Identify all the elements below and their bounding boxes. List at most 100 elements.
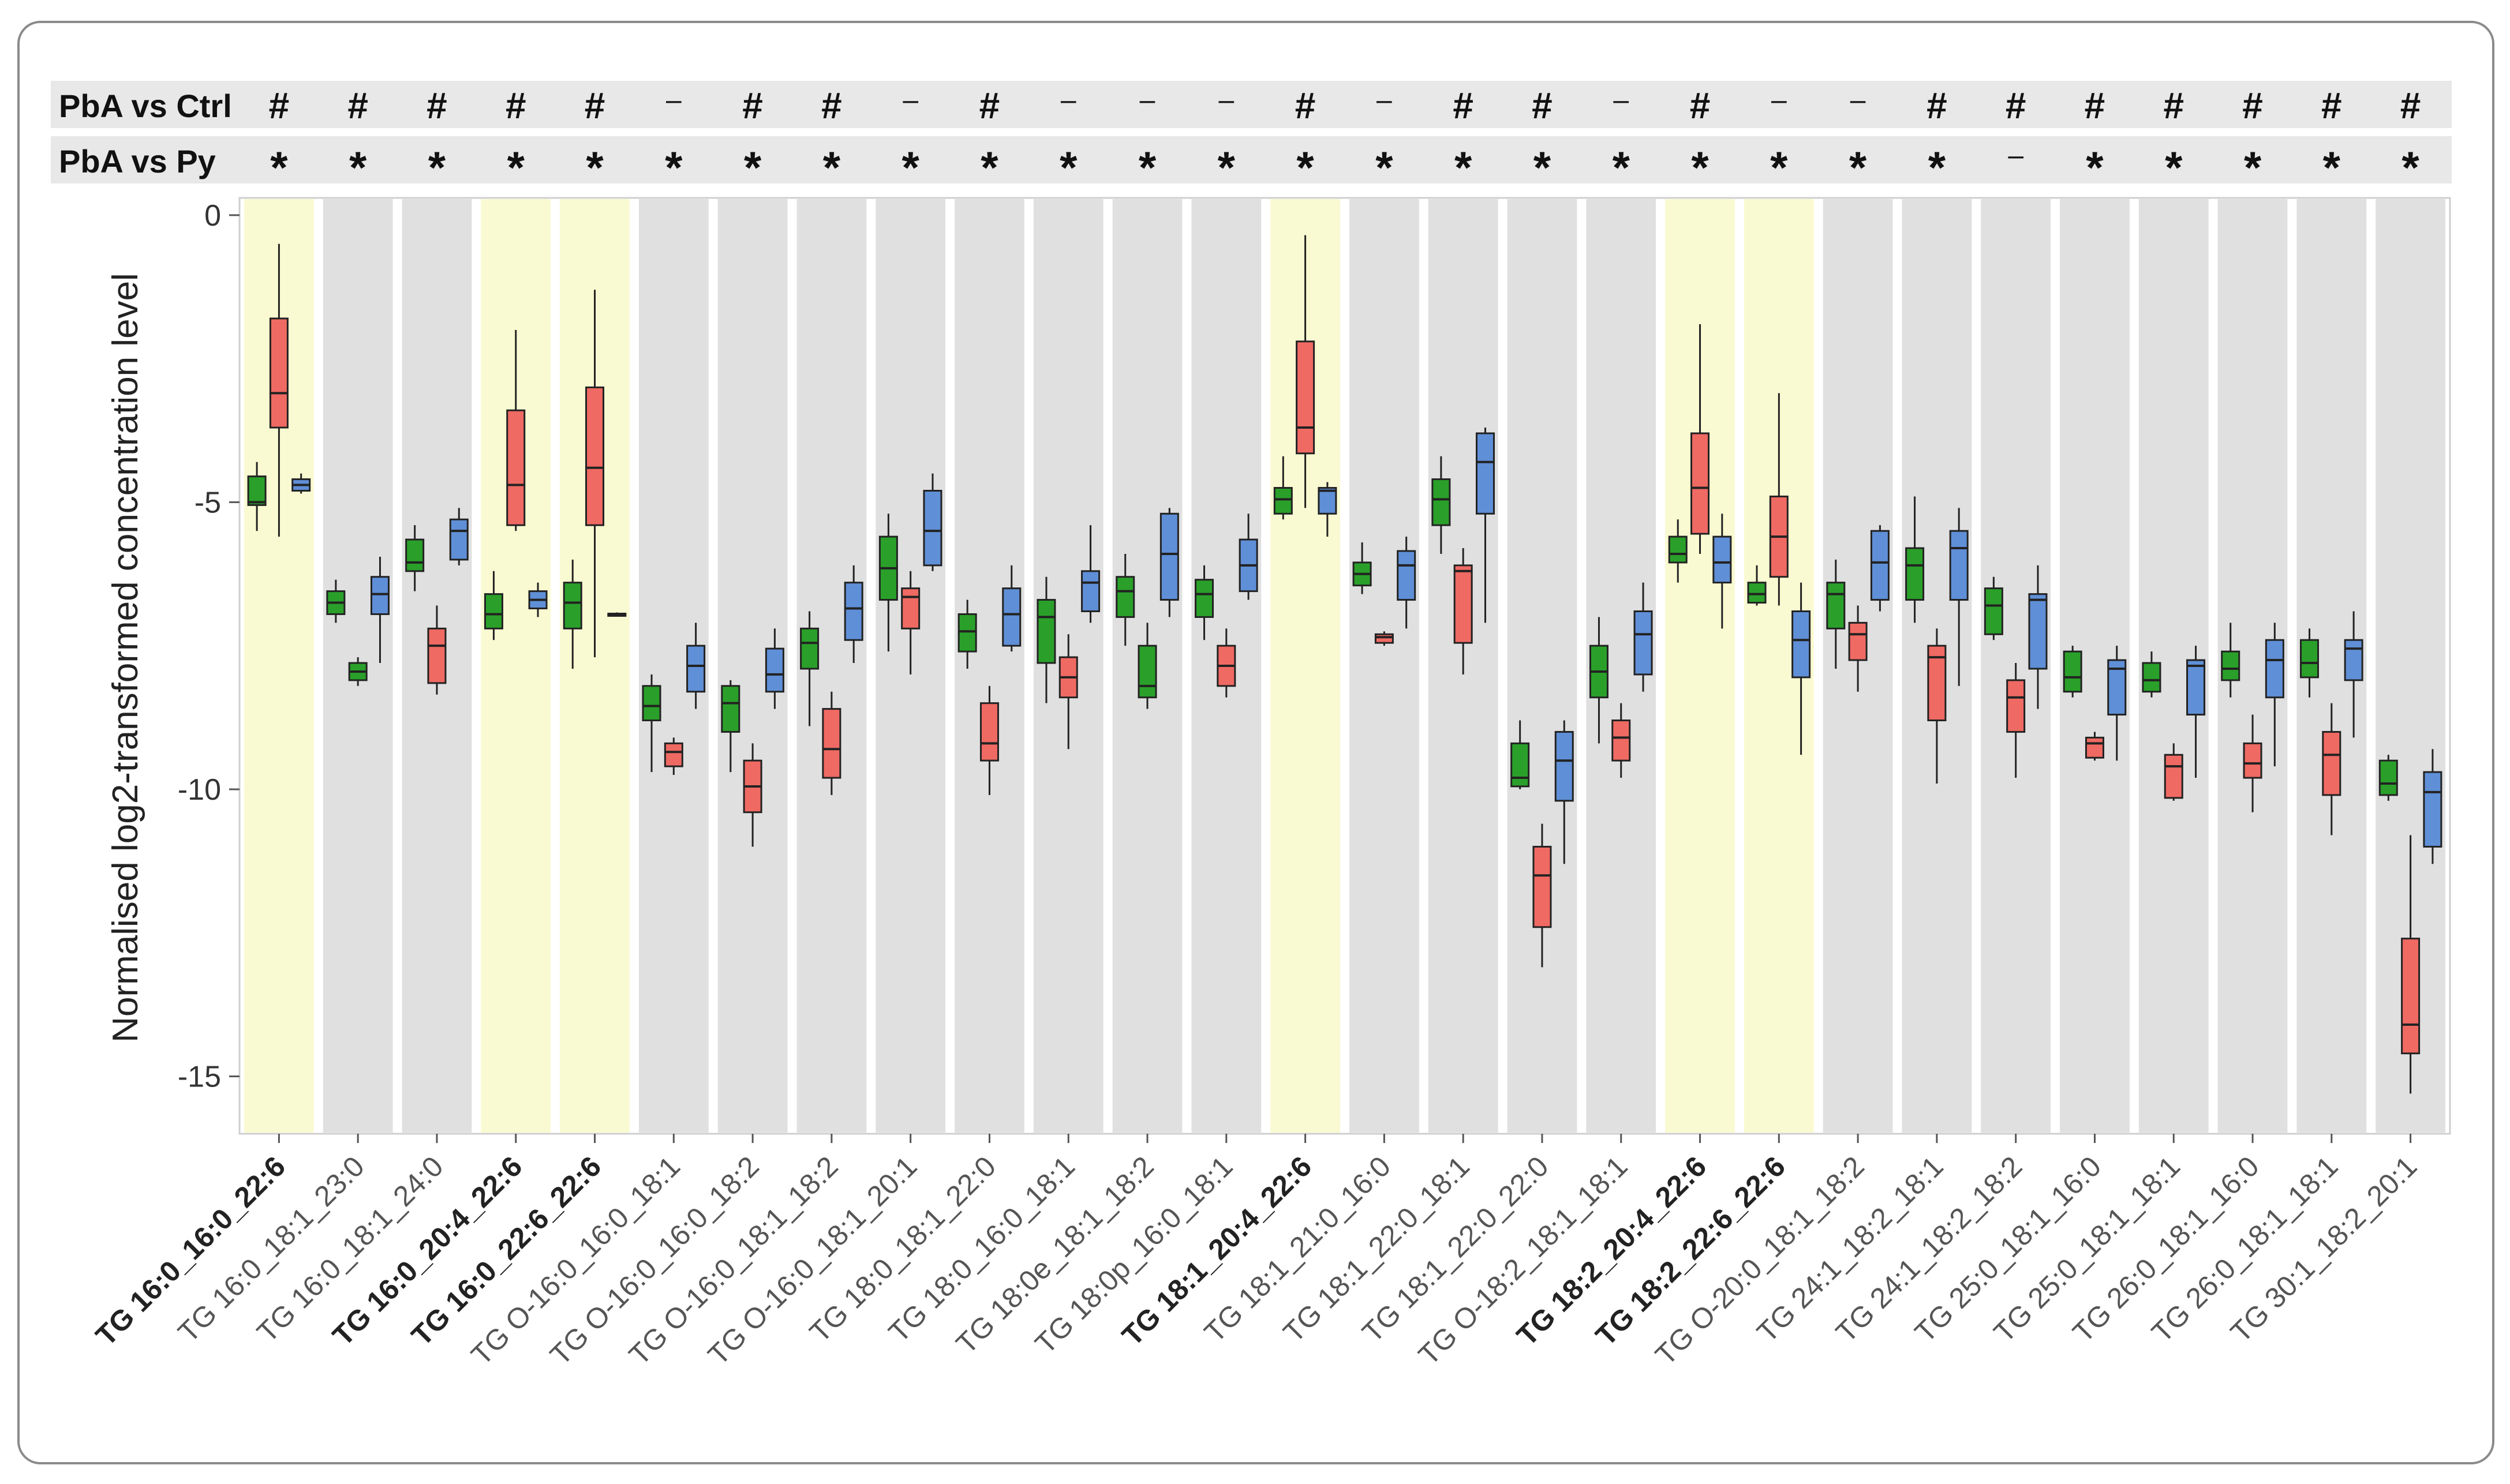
box-iqr (1116, 576, 1135, 618)
comparison-mark: * (1218, 142, 1236, 193)
box-iqr (2028, 593, 2048, 670)
box-iqr (1318, 487, 1337, 515)
comparison-mark: # (1295, 85, 1316, 126)
comparison-mark: * (349, 142, 367, 193)
comparison-mark: * (428, 142, 446, 193)
box-iqr (484, 593, 503, 629)
comparison-mark: * (981, 142, 998, 193)
box-iqr (1712, 535, 1732, 584)
comparison-mark: * (2244, 142, 2262, 193)
comparison-row-label: PbA vs Ctrl (59, 88, 232, 124)
box-iqr (2085, 736, 2104, 759)
figure-frame (17, 21, 2494, 1464)
box-iqr (800, 627, 820, 670)
box-iqr (1453, 564, 1473, 644)
y-tick-label: -15 (178, 1060, 221, 1093)
box-iqr (686, 644, 706, 693)
box-iqr (2344, 639, 2363, 681)
box-iqr (1927, 644, 1947, 722)
comparison-mark: # (1690, 85, 1711, 126)
box-iqr (2300, 639, 2320, 679)
box-iqr (2401, 938, 2421, 1055)
comparison-row-bg (51, 136, 2452, 183)
comparison-mark: # (2163, 85, 2184, 126)
comparison-mark: # (1927, 85, 1947, 126)
comparison-mark: # (821, 85, 842, 126)
comparison-mark: – (1376, 85, 1392, 115)
box-iqr (2243, 742, 2262, 779)
box-iqr (822, 708, 841, 779)
box-iqr (1374, 633, 1394, 644)
box-iqr (1791, 610, 1811, 679)
comparison-mark: * (2165, 142, 2183, 193)
box-iqr (1431, 478, 1451, 526)
box-iqr (449, 518, 469, 561)
boxes (247, 235, 2442, 1094)
comparison-mark: # (1532, 85, 1553, 126)
box-iqr (2063, 650, 2082, 693)
comparison-mark: * (1691, 142, 1709, 193)
comparison-mark: * (901, 142, 919, 193)
y-tick-label: -5 (194, 486, 221, 519)
box-iqr (1554, 730, 1574, 802)
comparison-mark: – (1218, 85, 1234, 115)
box-iqr (642, 685, 661, 722)
comparison-mark: – (1850, 85, 1866, 115)
comparison-mark: * (823, 142, 841, 193)
comparison-row-label: PbA vs Py (59, 143, 216, 179)
box-iqr (1848, 621, 1868, 661)
comparison-mark: * (1849, 142, 1867, 193)
comparison-mark: – (903, 85, 918, 115)
box-iqr (2186, 659, 2206, 716)
box-iqr (1949, 530, 1969, 601)
box-iqr (664, 742, 683, 767)
box-iqr (1510, 742, 1530, 788)
comparison-mark: * (2323, 142, 2341, 193)
comparison-mark: * (1060, 142, 1078, 193)
comparison-mark: – (1140, 85, 1155, 115)
category-band (1507, 199, 1577, 1133)
box-iqr (2142, 662, 2161, 693)
box-iqr (563, 582, 582, 629)
comparison-mark: # (2242, 85, 2263, 126)
y-tick-label: -10 (178, 773, 221, 807)
box-iqr (923, 489, 942, 567)
box-iqr (901, 587, 921, 629)
box-iqr (979, 702, 999, 762)
box-iqr (957, 613, 977, 653)
box-iqr (1195, 579, 1214, 618)
box-iqr (269, 317, 289, 429)
comparison-mark: – (1771, 85, 1787, 115)
comparison-mark: * (1375, 142, 1393, 193)
box-iqr (2378, 759, 2398, 796)
comparison-mark: # (2400, 85, 2421, 126)
comparison-row-bg (51, 81, 2452, 128)
comparison-mark: # (979, 85, 1000, 126)
box-iqr (1475, 432, 1495, 515)
comparison-mark: * (665, 142, 683, 193)
comparison-mark: * (2086, 142, 2104, 193)
category-band (955, 199, 1024, 1133)
box-iqr (844, 582, 863, 641)
comparison-mark: – (1061, 85, 1076, 115)
axes: 0 -5 -10 -15 (178, 197, 2451, 1143)
comparison-mark: * (2401, 142, 2419, 193)
box-iqr (1870, 530, 1890, 601)
box-iqr (1984, 587, 2003, 635)
comparison-mark: # (742, 85, 763, 126)
comparison-mark: # (1453, 85, 1473, 126)
comparison-mark: # (2085, 85, 2105, 126)
box-iqr (2006, 679, 2026, 733)
comparison-mark: * (1533, 142, 1551, 193)
box-iqr (1905, 547, 1925, 601)
x-tick-labels: TG 16:0_16:0_22:6TG 16:0_18:1_23:0TG 16:… (89, 1150, 2423, 1371)
box-iqr (1081, 570, 1101, 612)
box-iqr (405, 538, 425, 572)
comparison-mark: * (1613, 142, 1630, 193)
box-iqr (2265, 639, 2284, 699)
box-iqr (2164, 754, 2183, 799)
comparison-mark: * (586, 142, 604, 193)
comparison-mark: # (2321, 85, 2342, 126)
box-iqr (1633, 610, 1653, 676)
